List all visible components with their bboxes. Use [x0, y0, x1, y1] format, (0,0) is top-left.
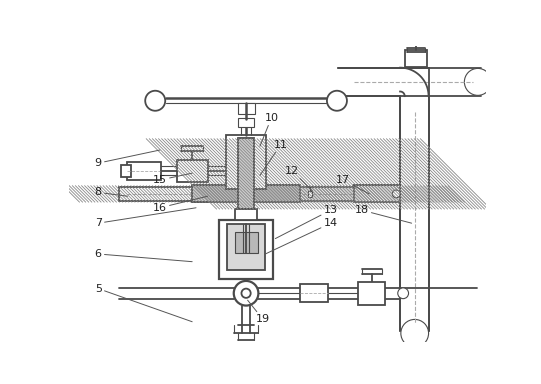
- Circle shape: [392, 190, 400, 198]
- Circle shape: [145, 91, 165, 111]
- Bar: [405, 50, 427, 67]
- Bar: [177, 160, 208, 182]
- Bar: [226, 135, 266, 189]
- Circle shape: [234, 281, 259, 306]
- Bar: [235, 232, 258, 253]
- Bar: [358, 282, 385, 305]
- Bar: [192, 185, 300, 202]
- Bar: [239, 187, 253, 201]
- Text: 7: 7: [95, 208, 196, 228]
- Bar: [235, 209, 257, 220]
- Circle shape: [401, 319, 428, 347]
- Bar: [121, 165, 130, 177]
- Circle shape: [241, 289, 250, 298]
- Text: 18: 18: [354, 205, 412, 223]
- Text: 15: 15: [153, 173, 192, 185]
- Text: 13: 13: [275, 205, 338, 238]
- Text: 10: 10: [260, 113, 279, 146]
- Text: 14: 14: [265, 218, 338, 254]
- Bar: [237, 103, 255, 114]
- Text: 9: 9: [95, 150, 160, 168]
- Bar: [239, 118, 254, 127]
- Bar: [227, 224, 265, 270]
- Text: 11: 11: [260, 140, 288, 175]
- Circle shape: [327, 91, 347, 111]
- Text: 12: 12: [285, 166, 312, 191]
- Text: 17: 17: [336, 175, 370, 194]
- Bar: [128, 162, 161, 180]
- Circle shape: [398, 288, 408, 299]
- Text: 8: 8: [95, 187, 128, 197]
- Bar: [308, 191, 312, 197]
- Text: 16: 16: [153, 196, 208, 213]
- Bar: [219, 220, 273, 280]
- Bar: [300, 284, 328, 303]
- Circle shape: [464, 68, 491, 95]
- Text: 5: 5: [95, 284, 192, 322]
- Bar: [239, 139, 254, 209]
- Text: 19: 19: [248, 300, 270, 324]
- Bar: [354, 185, 400, 202]
- Text: 6: 6: [95, 249, 192, 262]
